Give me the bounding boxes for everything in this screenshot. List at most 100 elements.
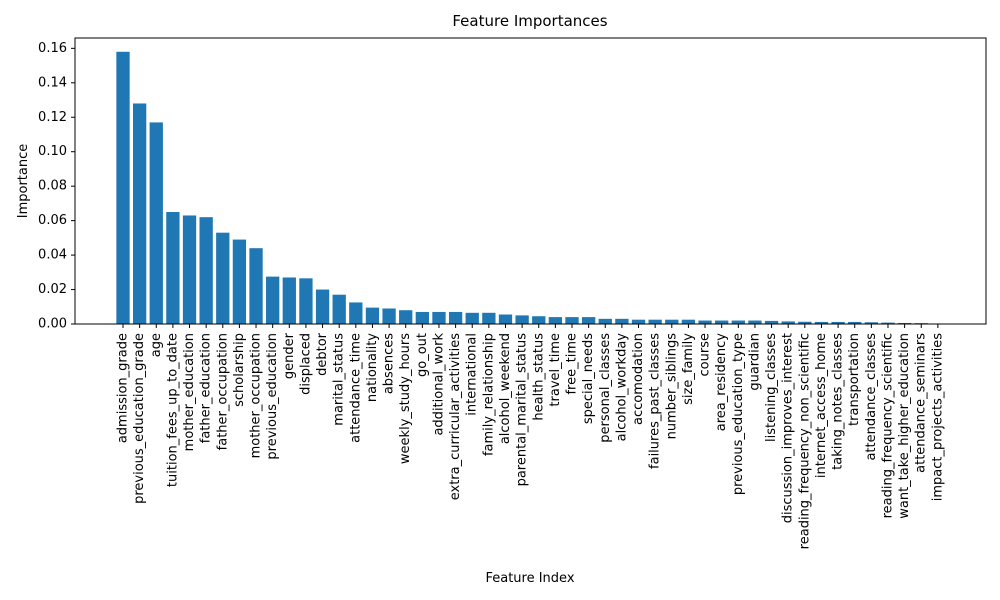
bars-group (116, 51, 945, 324)
x-tick-label: free_time (565, 333, 580, 395)
bar-failures_past_classes (648, 319, 662, 324)
x-tick-label: extra_curricular_activities (448, 333, 463, 500)
bar-admission_grade (116, 51, 130, 324)
x-tick-label: previous_education (265, 333, 280, 460)
bar-family_relationship (482, 312, 496, 324)
bar-attendance_classes (864, 322, 878, 324)
bar-personal_classes (598, 318, 612, 324)
x-tick-label: absences (382, 333, 397, 394)
x-tick-label: mother_occupation (249, 333, 264, 458)
bar-free_time (565, 317, 579, 324)
bar-reading_frequency_scientific (881, 322, 895, 324)
bar-discussion_improves_interest (781, 321, 795, 324)
bar-previous_education_type (731, 320, 745, 324)
bar-travel_time (548, 317, 563, 324)
x-tick-label: alcohol_workday (614, 333, 629, 442)
x-tick-label: attendance_time (348, 333, 363, 443)
x-tick-label: course (698, 333, 713, 376)
bar-previous_education (266, 276, 280, 324)
y-axis: 0.00 0.02 0.04 0.06 0.08 0.10 0.12 0.14 0.16 (38, 41, 75, 332)
x-tick-label: personal_classes (598, 333, 613, 443)
x-tick-label: want_take_higher_education (897, 333, 912, 519)
chart-title: Feature Importances (452, 12, 607, 30)
bar-father_occupation (216, 232, 230, 324)
bar-alcohol_workday (615, 318, 629, 324)
bar-mother_education (182, 215, 197, 324)
y-axis-label: Importance (16, 144, 31, 219)
x-tick-label: international (465, 333, 480, 416)
bar-displaced (299, 278, 313, 324)
x-tick-label: father_occupation (215, 333, 230, 450)
bar-size_family (681, 319, 696, 324)
bar-want_take_higher_education (897, 322, 912, 324)
x-tick-label: mother_education (182, 333, 197, 451)
x-tick-label: discussion_improves_interest (781, 333, 796, 523)
y-tick-label: 0.10 (38, 144, 67, 159)
x-tick-label: taking_notes_classes (831, 333, 846, 470)
y-tick-label: 0.08 (38, 179, 67, 194)
bar-additional_work (432, 311, 446, 324)
plot-frame (74, 37, 987, 325)
bar-age (149, 122, 163, 324)
x-tick-label: guardian (747, 333, 762, 391)
bar-listening_classes (764, 320, 779, 324)
x-tick-label: area_residency (714, 333, 729, 432)
bar-course (698, 320, 712, 324)
x-tick-label: accomodation (631, 333, 646, 425)
x-tick-label: father_education (199, 333, 214, 443)
bar-reading_frequency_non_scientific (798, 321, 812, 324)
y-tick-label: 0.00 (38, 317, 67, 332)
x-tick-label: previous_education_type (731, 333, 746, 495)
bar-number_siblings (665, 319, 679, 324)
x-tick-label: reading_frequency_scientific (880, 333, 895, 518)
bar-health_status (532, 316, 546, 324)
bar-absences (382, 308, 396, 324)
x-tick-label: tuition_fees_up_to_date (165, 333, 180, 487)
bar-marital_status (332, 294, 346, 324)
bar-scholarship (232, 239, 247, 324)
x-axis-label: Feature Index (485, 571, 574, 586)
bar-weekly_study_hours (399, 310, 413, 324)
x-tick-label: marital_status (332, 333, 347, 426)
bar-guardian (748, 320, 762, 324)
x-tick-label: displaced (298, 333, 313, 395)
x-tick-label: listening_classes (764, 333, 779, 442)
x-tick-label: nationality (365, 333, 380, 402)
x-tick-label: travel_time (548, 333, 563, 407)
bar-internet_access_home (814, 321, 829, 324)
y-tick-label: 0.02 (38, 282, 67, 297)
y-tick-label: 0.06 (38, 213, 67, 228)
bar-gender (282, 277, 296, 324)
x-tick-label: gender (282, 332, 297, 379)
bar-debtor (315, 289, 330, 324)
x-tick-label: alcohol_weekend (498, 333, 513, 444)
x-tick-label: attendance_seminars (914, 333, 929, 473)
x-tick-label: number_siblings (664, 333, 679, 440)
x-tick-label: attendance_classes (864, 333, 879, 461)
bar-mother_occupation (249, 248, 263, 324)
y-tick-label: 0.16 (38, 41, 67, 56)
x-tick-label: age (149, 333, 164, 357)
bar-taking_notes_classes (831, 321, 845, 324)
bar-previous_education_grade (132, 103, 147, 324)
x-tick-label: scholarship (232, 333, 247, 407)
x-tick-label: failures_past_classes (648, 333, 663, 469)
bar-go_out (415, 311, 429, 324)
bar-parental_marital_status (515, 315, 529, 324)
bar-tuition_fees_up_to_date (166, 212, 180, 324)
x-tick-label: weekly_study_hours (398, 333, 413, 464)
x-tick-label: transportation (847, 333, 862, 426)
bar-father_education (199, 217, 213, 324)
x-tick-label: admission_grade (116, 333, 131, 443)
x-tick-label: go_out (415, 333, 430, 377)
bar-attendance_time (349, 302, 363, 324)
bar-international (465, 312, 479, 324)
x-tick-label: impact_projects_activities (930, 333, 945, 501)
x-tick-label: parental_marital_status (515, 333, 530, 487)
bar-extra_curricular_activities (448, 311, 463, 324)
y-tick-label: 0.12 (38, 110, 67, 125)
y-tick-label: 0.04 (38, 248, 67, 263)
x-tick-label: reading_frequency_non_scientific (797, 333, 812, 549)
x-axis: admission_grade previous_education_grade a… (116, 324, 945, 549)
